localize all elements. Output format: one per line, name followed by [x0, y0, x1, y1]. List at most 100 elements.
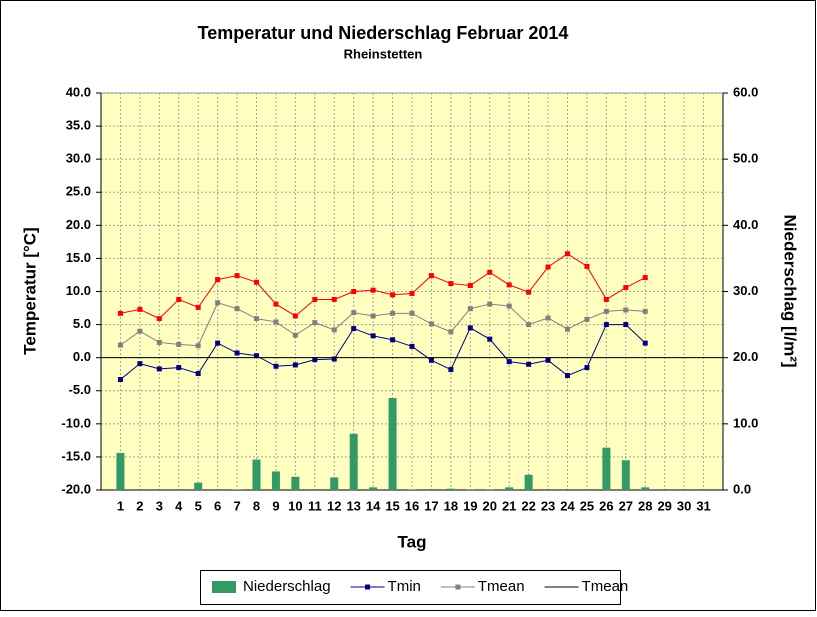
marker: [390, 337, 396, 343]
marker: [234, 306, 240, 312]
y2-tick-label: 10.0: [733, 415, 758, 430]
legend-key: [212, 581, 236, 593]
marker: [506, 282, 512, 288]
marker: [506, 303, 512, 309]
x-tick-label: 6: [214, 498, 221, 513]
legend-marker: [365, 584, 371, 590]
x-tick-label: 4: [175, 498, 183, 513]
x-tick-label: 9: [272, 498, 279, 513]
bar: [369, 487, 378, 490]
marker: [331, 296, 337, 302]
marker: [117, 342, 123, 348]
legend-label: Tmin: [388, 578, 421, 595]
marker: [370, 313, 376, 319]
marker: [390, 292, 396, 298]
legend-marker: [455, 584, 461, 590]
marker: [273, 319, 279, 325]
marker: [428, 357, 434, 363]
x-tick-label: 29: [657, 498, 671, 513]
y-tick-label: 5.0: [73, 316, 91, 331]
marker: [584, 365, 590, 371]
marker: [467, 325, 473, 331]
marker: [292, 362, 298, 368]
x-tick-label: 18: [444, 498, 458, 513]
x-tick-label: 7: [233, 498, 240, 513]
line: [120, 302, 646, 347]
x-tick-label: 26: [599, 498, 613, 513]
bar: [621, 460, 630, 490]
marker: [565, 326, 570, 332]
x-tick-label: 1: [117, 498, 124, 513]
bar: [330, 477, 339, 490]
y-tick-label: 25.0: [66, 184, 91, 199]
x-tick-label: 16: [405, 498, 419, 513]
y-tick-label: 20.0: [66, 217, 91, 232]
marker: [565, 251, 570, 257]
x-tick-label: 25: [580, 498, 594, 513]
x-tick-label: 13: [346, 498, 360, 513]
marker: [176, 341, 182, 347]
x-tick-label: 5: [195, 498, 202, 513]
x-tick-label: 8: [253, 498, 260, 513]
y-tick-label: 0.0: [73, 349, 91, 364]
marker: [642, 308, 648, 314]
y-tick-label: 35.0: [66, 118, 91, 133]
marker: [254, 316, 259, 322]
bar: [194, 482, 203, 490]
x-tick-label: 21: [502, 498, 516, 513]
y2-axis-label: Niederschlag [l/m²]: [781, 214, 800, 367]
x-tick-label: 11: [308, 498, 322, 513]
marker: [156, 339, 162, 345]
marker: [215, 300, 221, 306]
marker: [642, 275, 648, 281]
marker: [448, 281, 454, 287]
marker: [176, 365, 182, 371]
marker: [117, 310, 123, 316]
marker: [156, 366, 162, 372]
marker: [467, 283, 473, 289]
marker: [351, 310, 357, 316]
marker: [642, 340, 648, 346]
x-tick-label: 31: [696, 498, 710, 513]
bar: [641, 487, 650, 490]
marker: [351, 326, 357, 332]
bar: [349, 433, 358, 490]
marker: [331, 327, 337, 333]
marker: [370, 333, 376, 339]
marker: [565, 373, 570, 379]
legend-label: Tmean: [582, 578, 629, 595]
marker: [409, 310, 415, 316]
x-tick-label: 20: [483, 498, 497, 513]
marker: [370, 287, 376, 293]
marker: [195, 371, 201, 377]
marker: [137, 361, 143, 367]
x-tick-label: 14: [366, 498, 381, 513]
marker: [137, 328, 143, 334]
marker: [409, 343, 415, 349]
y2-tick-label: 30.0: [733, 283, 758, 298]
x-tick-label: 22: [521, 498, 535, 513]
marker: [584, 316, 590, 322]
marker: [448, 329, 454, 335]
marker: [215, 340, 221, 346]
x-tick-label: 10: [288, 498, 302, 513]
marker: [623, 322, 629, 328]
legend-label: Tmean: [478, 578, 525, 595]
marker: [545, 357, 551, 363]
marker: [487, 301, 493, 307]
y-tick-label: -10.0: [61, 415, 91, 430]
x-axis-label: Tag: [398, 532, 427, 551]
marker: [467, 306, 473, 312]
marker: [545, 264, 551, 270]
marker: [273, 363, 279, 369]
marker: [312, 296, 318, 302]
marker: [584, 263, 590, 269]
x-tick-label: 2: [136, 498, 143, 513]
x-tick-label: 3: [156, 498, 163, 513]
y-tick-label: -20.0: [61, 481, 91, 496]
x-tick-label: 30: [677, 498, 691, 513]
marker: [195, 343, 201, 349]
y2-tick-label: 20.0: [733, 349, 758, 364]
marker: [292, 332, 298, 338]
x-tick-label: 15: [385, 498, 399, 513]
